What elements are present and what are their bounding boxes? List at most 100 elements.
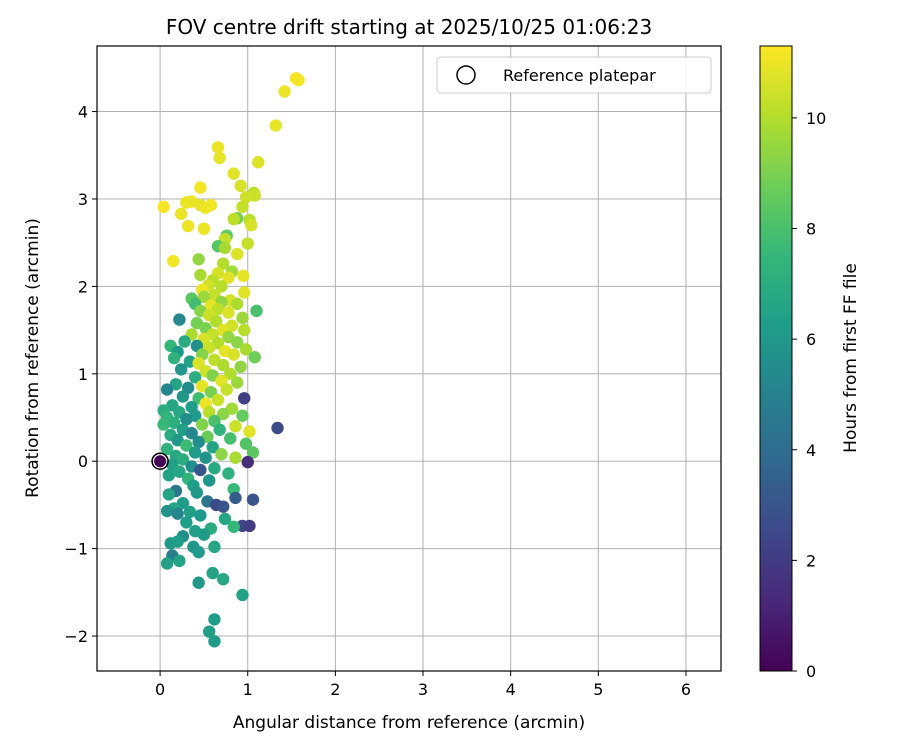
x-axis-ticks: 0 1 2 3 4 5 6: [155, 671, 691, 699]
data-point: [246, 493, 260, 506]
data-point: [180, 516, 193, 529]
data-point: [197, 222, 211, 235]
colorbar-label: Hours from first FF file: [841, 263, 861, 453]
legend-box: [436, 56, 712, 94]
data-point: [217, 573, 230, 586]
data-point: [224, 432, 237, 445]
data-point: [241, 237, 254, 250]
data-point: [157, 418, 170, 431]
data-point: [236, 588, 249, 602]
y-tick-label: 3: [78, 190, 88, 209]
data-point: [218, 241, 232, 255]
colorbar-tick-label: 4: [806, 441, 816, 460]
data-point: [192, 576, 205, 589]
data-point: [234, 179, 247, 193]
data-point: [171, 535, 184, 548]
data-point: [183, 505, 197, 519]
data-point: [236, 311, 249, 325]
data-point: [192, 545, 205, 559]
data-point: [194, 268, 207, 282]
data-point: [234, 360, 247, 374]
data-point: [160, 383, 174, 396]
x-tick-label: 5: [593, 680, 603, 699]
data-point: [162, 488, 176, 501]
data-point: [197, 528, 211, 541]
data-point: [208, 613, 221, 626]
data-point: [278, 85, 291, 98]
data-point: [231, 247, 244, 261]
data-point: [194, 509, 207, 522]
data-point: [204, 198, 218, 212]
data-point: [222, 467, 235, 480]
data-point: [208, 540, 221, 554]
data-point: [162, 468, 176, 482]
data-point: [181, 219, 195, 233]
chart-title: FOV centre drift starting at 2025/10/25 …: [166, 15, 652, 39]
data-point: [217, 407, 230, 421]
data-point: [245, 218, 258, 232]
data-point: [220, 383, 233, 396]
y-tick-label: −2: [64, 627, 88, 646]
data-point: [236, 200, 249, 214]
plot-frame: [96, 45, 722, 672]
data-point: [202, 474, 216, 487]
data-point: [160, 557, 174, 570]
x-axis-label: Angular distance from reference (arcmin): [233, 713, 585, 733]
data-point: [250, 304, 263, 318]
data-point: [208, 462, 221, 475]
data-point: [208, 635, 221, 648]
data-point: [185, 427, 198, 440]
data-point: [292, 73, 305, 87]
x-tick-label: 2: [330, 680, 340, 699]
data-point: [209, 315, 223, 328]
data-point: [222, 306, 235, 319]
data-point: [188, 446, 202, 459]
data-point: [237, 269, 250, 283]
data-point: [167, 254, 180, 268]
colorbar-ticks: 0 2 4 6 8 10: [792, 109, 826, 681]
legend-entry-label: Reference platepar: [503, 66, 656, 85]
data-point: [227, 212, 240, 226]
y-axis-ticks: −2 −1 0 1 2 3 4: [64, 103, 97, 646]
data-point: [222, 271, 235, 284]
data-point: [238, 323, 251, 337]
x-tick-label: 4: [506, 680, 516, 699]
x-tick-label: 1: [243, 680, 253, 699]
y-axis-label: Rotation from reference (arcmin): [23, 218, 43, 498]
data-point: [188, 371, 202, 384]
data-point: [213, 151, 226, 165]
x-tick-label: 0: [155, 680, 165, 699]
data-point: [174, 363, 188, 376]
data-point: [241, 455, 254, 469]
data-point: [217, 500, 230, 513]
data-point: [217, 257, 230, 270]
data-point: [211, 141, 225, 154]
x-tick-label: 6: [681, 680, 691, 699]
data-point: [194, 181, 207, 194]
data-point: [243, 425, 256, 438]
colorbar-tick-label: 10: [806, 109, 826, 128]
data-point: [239, 191, 253, 204]
y-tick-label: 0: [78, 452, 88, 471]
colorbar-tick-label: 6: [806, 330, 816, 349]
data-point: [229, 491, 242, 505]
data-point: [243, 519, 256, 533]
data-point: [238, 286, 251, 299]
data-point: [236, 409, 249, 422]
data-point: [173, 313, 186, 326]
data-point: [176, 453, 190, 466]
data-point: [231, 336, 244, 349]
data-point: [195, 379, 209, 393]
data-point: [199, 451, 212, 464]
data-point: [180, 413, 193, 426]
data-point: [206, 441, 219, 454]
data-point: [215, 280, 228, 293]
colorbar-gradient: [759, 45, 793, 672]
data-point: [239, 343, 253, 356]
data-point: [231, 376, 244, 389]
data-point: [227, 520, 240, 533]
reference-point-fill: [154, 455, 167, 468]
data-point: [211, 393, 225, 407]
colorbar-tick-label: 8: [806, 220, 816, 239]
